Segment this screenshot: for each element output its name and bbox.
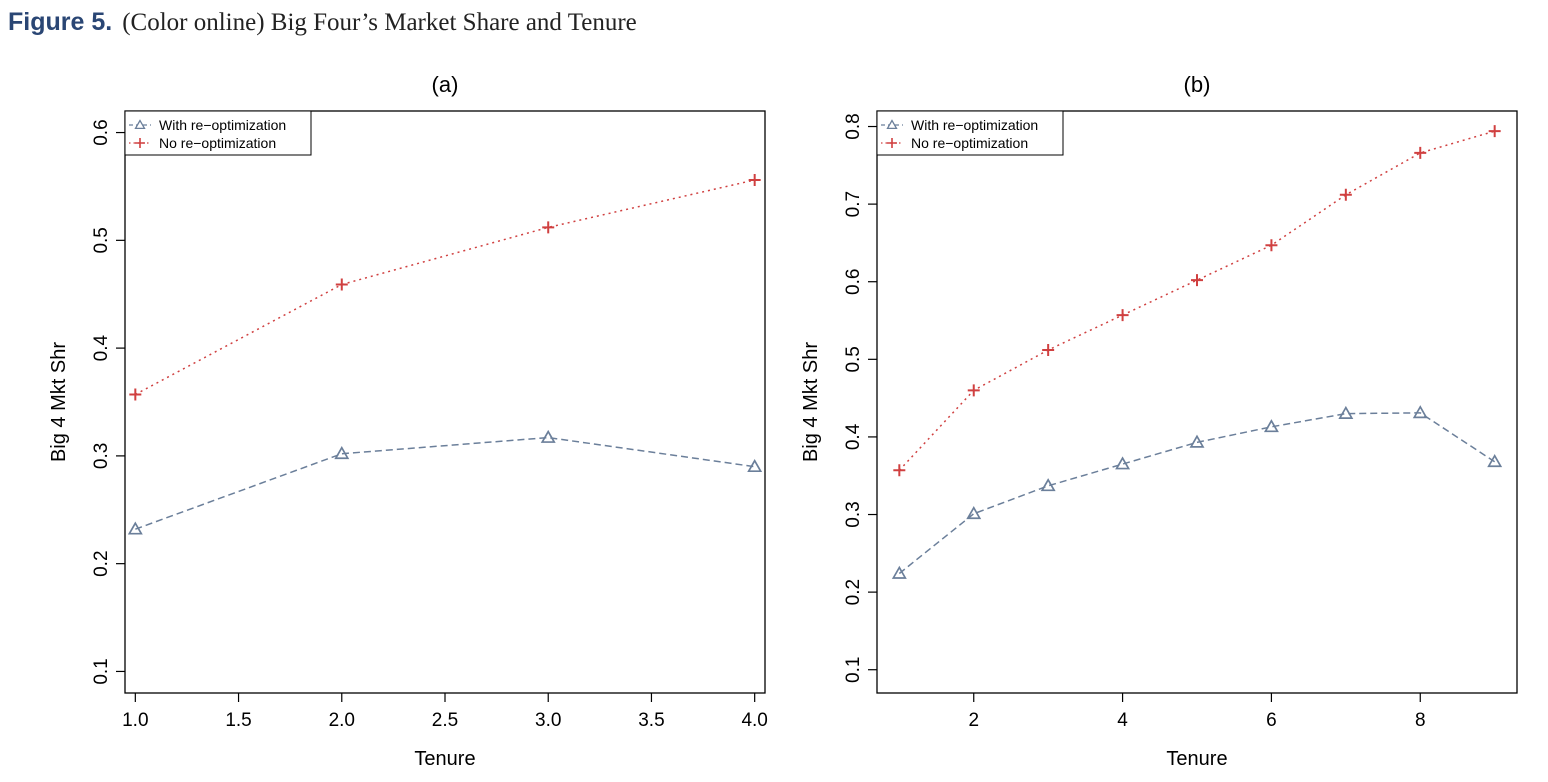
data-point-triangle [747, 458, 763, 473]
y-tick-label: 0.1 [91, 658, 112, 684]
legend-marker-triangle [134, 119, 146, 130]
x-tick-label: 6 [1266, 710, 1277, 731]
x-tick-label: 1.5 [225, 710, 251, 731]
y-tick-label: 0.1 [843, 657, 864, 683]
legend-marker-plus [135, 138, 145, 148]
x-tick-label: 4 [1117, 710, 1128, 731]
figure-caption: Figure 5. (Color online) Big Four’s Mark… [8, 8, 637, 37]
plot-frame [876, 110, 1518, 694]
data-point-plus [1265, 239, 1278, 252]
y-tick-label: 0.6 [843, 269, 864, 295]
data-point-triangle [334, 446, 350, 460]
legend-label: No re−optimization [911, 135, 1028, 151]
series-line-no-reoptimization [898, 130, 1495, 471]
legend-label: No re−optimization [159, 135, 276, 151]
figure-number: Figure 5. [8, 8, 113, 36]
data-point-triangle [1189, 434, 1205, 448]
y-tick-label: 0.7 [843, 191, 864, 217]
y-axis-label: Big 4 Mkt Shr [48, 342, 70, 462]
y-tick-label: 0.6 [91, 119, 112, 145]
x-tick-label: 4.0 [741, 710, 767, 731]
data-point-plus [967, 384, 980, 397]
y-axis-label: Big 4 Mkt Shr [800, 342, 822, 462]
x-tick-label: 3.0 [535, 710, 561, 731]
data-point-triangle [891, 565, 907, 579]
y-tick-label: 0.2 [843, 579, 864, 605]
data-point-triangle [1040, 478, 1056, 492]
data-point-plus [1116, 309, 1129, 322]
panel-title: (b) [1184, 72, 1211, 97]
data-point-plus [748, 173, 761, 186]
series-line-with-reoptimization [898, 412, 1496, 575]
data-point-triangle [1412, 405, 1428, 419]
data-point-plus [1339, 188, 1352, 201]
legend-box [124, 110, 312, 156]
data-point-triangle [1115, 456, 1131, 470]
y-tick-label: 0.3 [91, 443, 112, 469]
data-point-triangle [966, 506, 982, 520]
data-point-plus [542, 221, 555, 234]
data-point-plus [335, 278, 348, 291]
y-tick-label: 0.5 [91, 227, 112, 253]
panel-title: (a) [432, 72, 459, 97]
legend-box [876, 110, 1064, 156]
x-tick-label: 3.5 [638, 710, 664, 731]
data-point-plus [893, 464, 906, 477]
x-tick-label: 2.0 [329, 710, 355, 731]
data-point-triangle [127, 521, 143, 535]
series-line-with-reoptimization [135, 436, 755, 530]
y-tick-label: 0.3 [843, 501, 864, 527]
x-tick-label: 1.0 [122, 710, 148, 731]
legend-marker-plus [887, 138, 897, 148]
x-axis-label: Tenure [1166, 748, 1227, 770]
legend-marker-triangle [886, 119, 898, 130]
data-point-triangle [1487, 454, 1503, 468]
y-tick-label: 0.5 [843, 346, 864, 372]
x-axis-label: Tenure [414, 748, 475, 770]
data-point-plus [1414, 146, 1427, 159]
legend-label: With re−optimization [911, 117, 1038, 133]
figure-caption-text: (Color online) Big Four’s Market Share a… [122, 9, 637, 36]
x-tick-label: 8 [1415, 710, 1426, 731]
data-point-plus [129, 388, 142, 401]
y-tick-label: 0.8 [843, 113, 864, 139]
data-point-triangle [1263, 419, 1279, 433]
data-point-plus [1488, 125, 1501, 138]
data-point-plus [1191, 274, 1203, 287]
data-point-plus [1042, 344, 1055, 357]
data-point-triangle [540, 429, 556, 443]
legend-label: With re−optimization [159, 117, 286, 133]
y-tick-label: 0.2 [91, 550, 112, 576]
x-tick-label: 2 [968, 710, 979, 731]
data-point-triangle [1338, 405, 1354, 419]
x-tick-label: 2.5 [432, 710, 458, 731]
y-tick-label: 0.4 [843, 423, 864, 450]
y-tick-label: 0.4 [91, 334, 112, 361]
